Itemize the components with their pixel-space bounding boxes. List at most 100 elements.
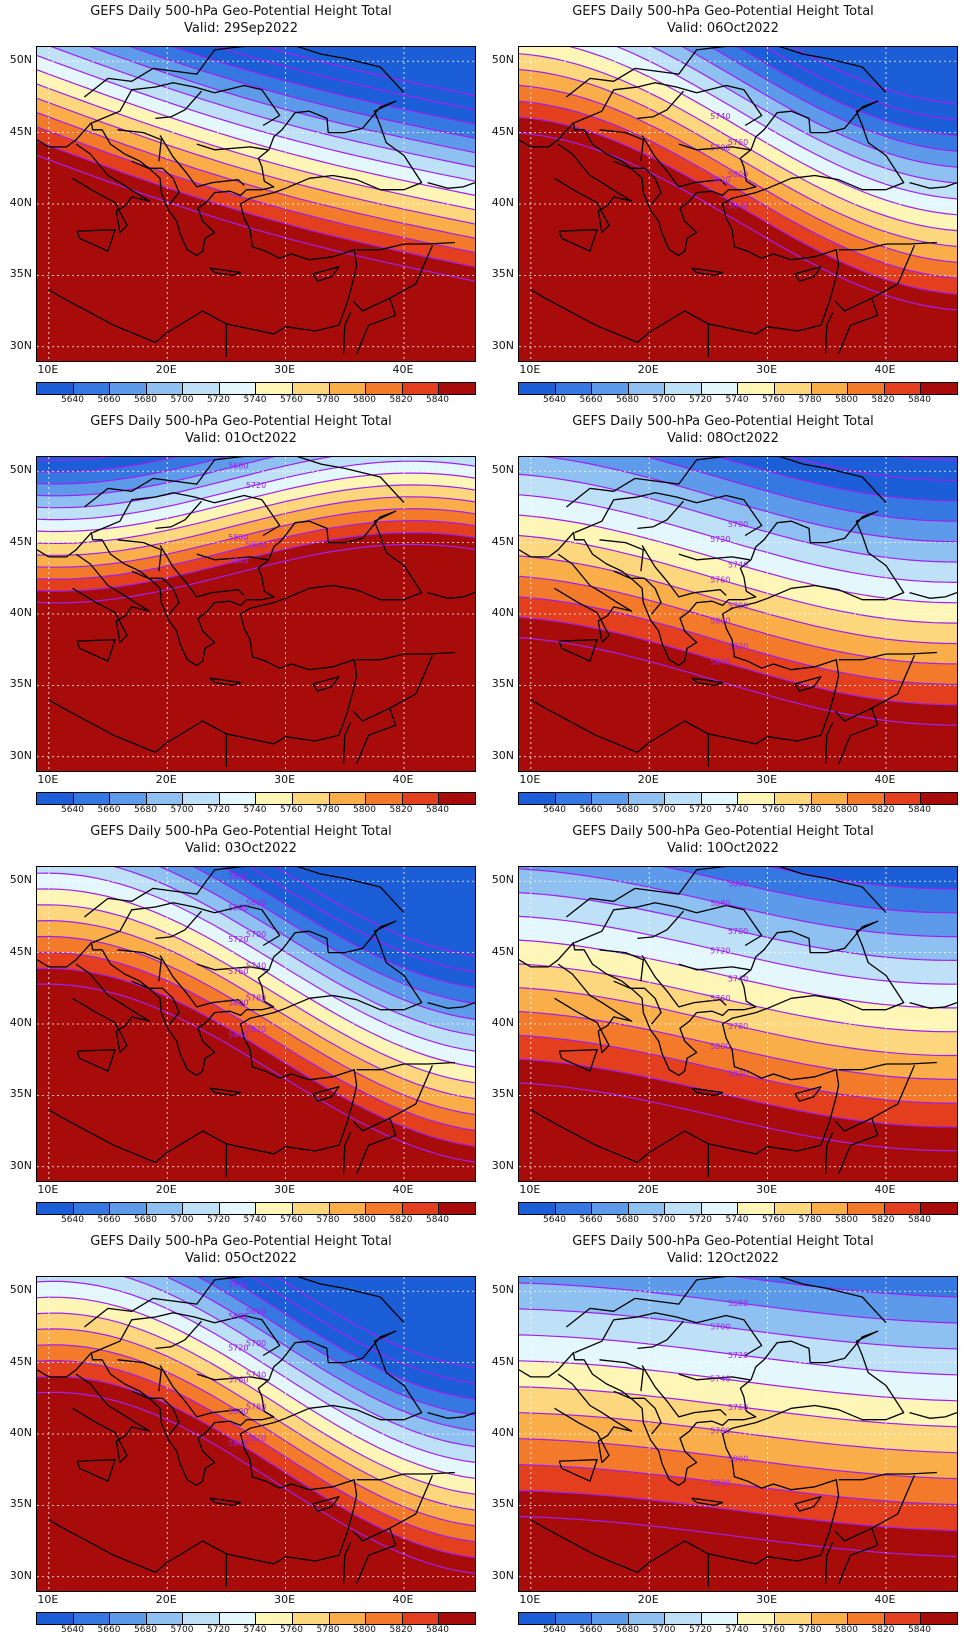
contour-line xyxy=(37,457,333,509)
colorbar-swatch xyxy=(146,1613,184,1624)
colorbar-label: 5680 xyxy=(134,805,157,815)
colorbar-swatch xyxy=(628,383,666,394)
colorbar-swatch xyxy=(628,793,666,804)
coastline xyxy=(37,100,423,344)
coastline xyxy=(312,1086,340,1102)
colorbar-label: 5700 xyxy=(652,805,676,815)
contour-label: 5680 xyxy=(228,903,248,912)
coastline xyxy=(519,100,905,344)
colorbar-swatch xyxy=(519,1203,556,1214)
lat-tick-label: 30N xyxy=(491,338,514,352)
colorbar-label: 5800 xyxy=(353,1215,376,1225)
colorbar xyxy=(518,1202,958,1215)
colorbar-label: 5640 xyxy=(543,805,566,815)
contour-label: 5840 xyxy=(228,1439,248,1448)
colorbar-label: 5720 xyxy=(207,805,230,815)
contour-label: 5760 xyxy=(728,1403,748,1412)
contour-label: 5660 xyxy=(728,879,748,888)
lon-tick-label: 10E xyxy=(37,1593,59,1606)
colorbar-swatch xyxy=(921,793,957,804)
lat-tick-label: 35N xyxy=(491,1497,514,1511)
contour-label: 5800 xyxy=(710,616,730,625)
contour-line xyxy=(275,1277,475,1368)
contour-line xyxy=(519,616,957,706)
valid-date: Valid: 10Oct2022 xyxy=(667,841,779,856)
colorbar-label: 5780 xyxy=(798,395,822,405)
colorbar-label: 5740 xyxy=(243,1215,267,1225)
colorbar-label: 5680 xyxy=(134,1215,157,1225)
coastline xyxy=(641,955,727,1008)
contour-label: 5720 xyxy=(228,1344,248,1353)
lon-tick-label: 10E xyxy=(519,773,541,786)
coastline xyxy=(637,500,684,530)
coastline xyxy=(558,229,598,252)
contour-label: 5780 xyxy=(710,1426,730,1435)
colorbar-label: 5800 xyxy=(835,1215,858,1225)
colorbar-label: 5740 xyxy=(725,1215,749,1225)
coastline xyxy=(196,1373,268,1381)
coastline xyxy=(554,963,633,1054)
coastline xyxy=(76,1459,116,1482)
coastline xyxy=(678,963,750,971)
colorbar-label: 5660 xyxy=(579,1215,603,1225)
coastline xyxy=(909,181,957,189)
colorbar-swatch xyxy=(848,1613,885,1624)
lat-tick-label: 40N xyxy=(491,1016,514,1029)
coastline xyxy=(838,1471,937,1481)
lat-tick-label: 40N xyxy=(9,1016,32,1029)
colorbar-swatch xyxy=(921,383,957,394)
contour-line xyxy=(681,47,957,168)
height-map: 5680 5720 5800 5820 5840 xyxy=(36,456,476,772)
colorbar-label: 5760 xyxy=(280,1625,303,1635)
coastline xyxy=(92,1312,281,1357)
lon-tick-label: 10E xyxy=(37,773,59,786)
coastline xyxy=(427,1411,475,1419)
colorbar-label: 5680 xyxy=(134,1625,157,1635)
contour-label: 5740 xyxy=(728,561,748,570)
colorbar-swatch xyxy=(884,1613,922,1624)
contour-line xyxy=(519,915,957,985)
lat-tick-label: 35N xyxy=(9,677,32,691)
title-line: GEFS Daily 500-hPa Geo-Potential Height … xyxy=(90,414,392,429)
contour-line xyxy=(37,1296,475,1479)
colorbar-swatch xyxy=(293,793,330,804)
colorbar-swatch xyxy=(519,1613,556,1624)
coastline xyxy=(356,241,455,251)
coastline xyxy=(355,297,397,355)
colorbar-swatch xyxy=(775,1203,812,1214)
map-canvas: 5700 5720 5740 5760 5780 5800 5820 5840 xyxy=(519,457,957,771)
coastline xyxy=(794,1496,822,1512)
valid-date: Valid: 12Oct2022 xyxy=(667,1251,779,1266)
contour-label: 5840 xyxy=(228,1030,248,1039)
height-map: 5660 5680 5700 5720 5740 5760 5780 5800 5820 xyxy=(518,866,958,1182)
contour-line xyxy=(519,963,957,1033)
colorbar-swatch xyxy=(555,1613,593,1624)
contour-line xyxy=(37,496,475,556)
contour-label: 5820 xyxy=(710,1478,730,1487)
colorbar-swatch xyxy=(592,383,629,394)
contour-label: 5720 xyxy=(728,1351,748,1360)
coastline xyxy=(678,1373,750,1381)
contour-label: 5740 xyxy=(710,112,730,121)
colorbar-swatch xyxy=(592,793,629,804)
colorbar-label: 5720 xyxy=(207,395,230,405)
colorbar-swatch xyxy=(366,793,403,804)
colorbar-swatch xyxy=(921,1613,957,1624)
colorbar-swatch xyxy=(73,383,111,394)
colorbar-label: 5780 xyxy=(316,805,340,815)
coastline xyxy=(794,1086,822,1102)
contour-label: 5740 xyxy=(246,962,266,971)
lat-tick-label: 50N xyxy=(9,1283,32,1297)
lon-tick-label: 10E xyxy=(37,363,59,376)
lat-tick-label: 30N xyxy=(9,338,32,352)
lon-tick-label: 20E xyxy=(155,773,177,786)
coastline xyxy=(72,963,151,1054)
coastline xyxy=(678,143,750,151)
contour-line xyxy=(37,472,475,533)
colorbar-label: 5760 xyxy=(762,1625,785,1635)
lon-tick-label: 40E xyxy=(392,363,414,376)
coastline xyxy=(155,90,202,120)
colorbar-label: 5800 xyxy=(835,805,858,815)
contour-label: 5780 xyxy=(728,601,748,610)
